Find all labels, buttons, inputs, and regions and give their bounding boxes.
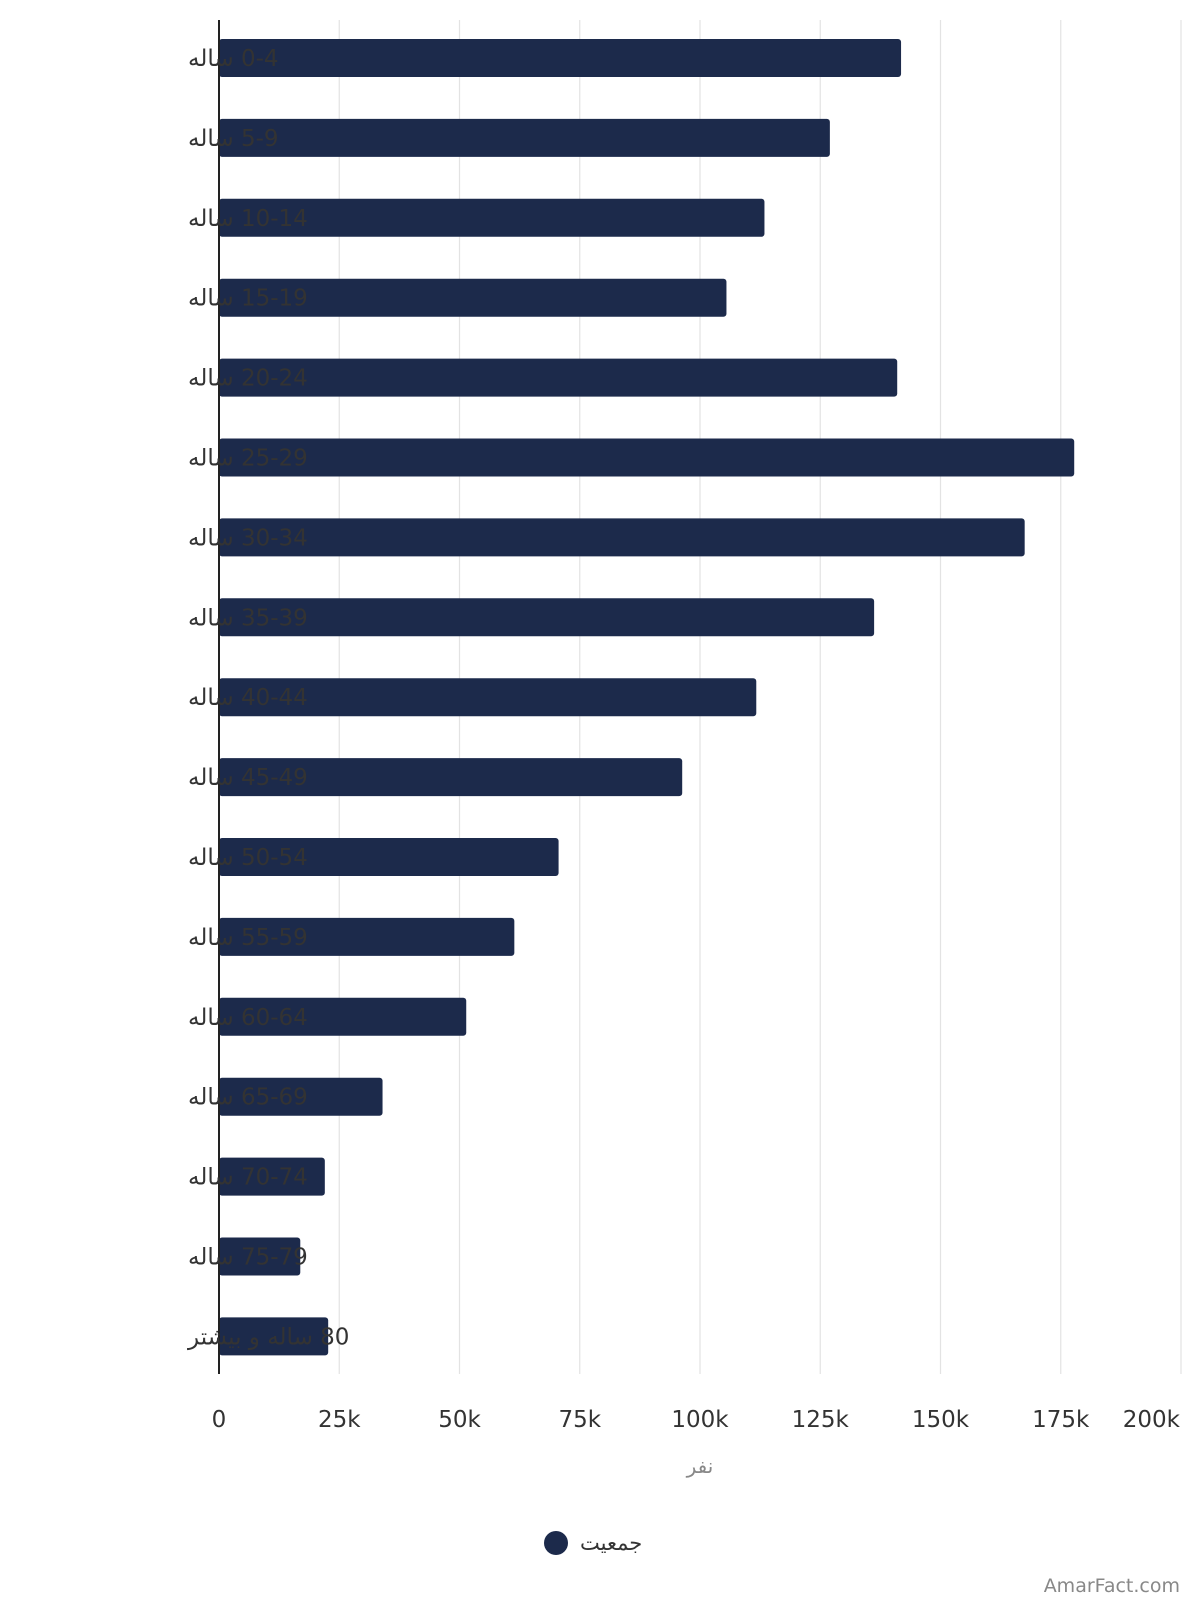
bars [219, 39, 1075, 1356]
category-label: 5-9 ساله [188, 126, 279, 152]
bar[interactable] [219, 1157, 325, 1196]
legend-label: جمعیت [580, 1531, 642, 1555]
category-label: 25-29 ساله [188, 446, 308, 472]
category-label: 60-64 ساله [188, 1005, 308, 1031]
bar[interactable] [219, 917, 515, 956]
x-tick-label: 75k [558, 1407, 601, 1433]
x-tick-labels: 0 25k 50k 75k 100k 125k 150k 175k 200k [212, 1407, 1181, 1433]
bar[interactable] [219, 598, 875, 637]
bar[interactable] [219, 438, 1075, 477]
category-label: 75-79 ساله [188, 1245, 308, 1271]
x-tick-label: 175k [1032, 1407, 1090, 1433]
bar[interactable] [219, 118, 830, 157]
category-label: 20-24 ساله [188, 366, 308, 392]
x-tick-label: 100k [671, 1407, 729, 1433]
category-label: 30-34 ساله [188, 525, 308, 551]
bar[interactable] [219, 518, 1025, 557]
category-label: 40-44 ساله [188, 685, 308, 711]
bar[interactable] [219, 758, 683, 797]
bar[interactable] [219, 678, 757, 717]
bar[interactable] [219, 1077, 383, 1116]
category-label: 10-14 ساله [188, 206, 308, 232]
bar[interactable] [219, 997, 467, 1036]
bar[interactable] [219, 838, 559, 876]
x-tick-label: 50k [438, 1407, 481, 1433]
bar[interactable] [219, 198, 765, 237]
category-label: 50-54 ساله [188, 845, 308, 871]
bar[interactable] [219, 358, 898, 397]
bar[interactable] [219, 278, 727, 317]
category-labels: 0-4 ساله 5-9 ساله 10-14 ساله 15-19 ساله 20-2… [187, 46, 349, 1350]
x-tick-label: 25k [318, 1407, 361, 1433]
category-label: 80 ساله و بیشتر [187, 1324, 349, 1350]
category-label: 0-4 ساله [188, 46, 279, 72]
x-tick-label: 200k [1123, 1407, 1181, 1433]
category-label: 35-39 ساله [188, 605, 308, 631]
bar[interactable] [219, 1237, 301, 1276]
category-label: 55-59 ساله [188, 925, 308, 951]
x-tick-label: 150k [912, 1407, 970, 1433]
category-label: 45-49 ساله [188, 765, 308, 791]
legend[interactable]: جمعیت [544, 1531, 642, 1555]
x-tick-label: 0 [212, 1407, 227, 1433]
bar[interactable] [219, 39, 902, 77]
category-label: 15-19 ساله [188, 286, 308, 312]
bar[interactable] [219, 1317, 329, 1356]
category-label: 65-69 ساله [188, 1085, 308, 1111]
watermark: AmarFact.com [1044, 1575, 1180, 1597]
category-label: 70-74 ساله [188, 1165, 308, 1191]
x-tick-label: 125k [792, 1407, 850, 1433]
x-axis-title: نفر [686, 1454, 714, 1478]
legend-swatch-icon [544, 1531, 568, 1555]
